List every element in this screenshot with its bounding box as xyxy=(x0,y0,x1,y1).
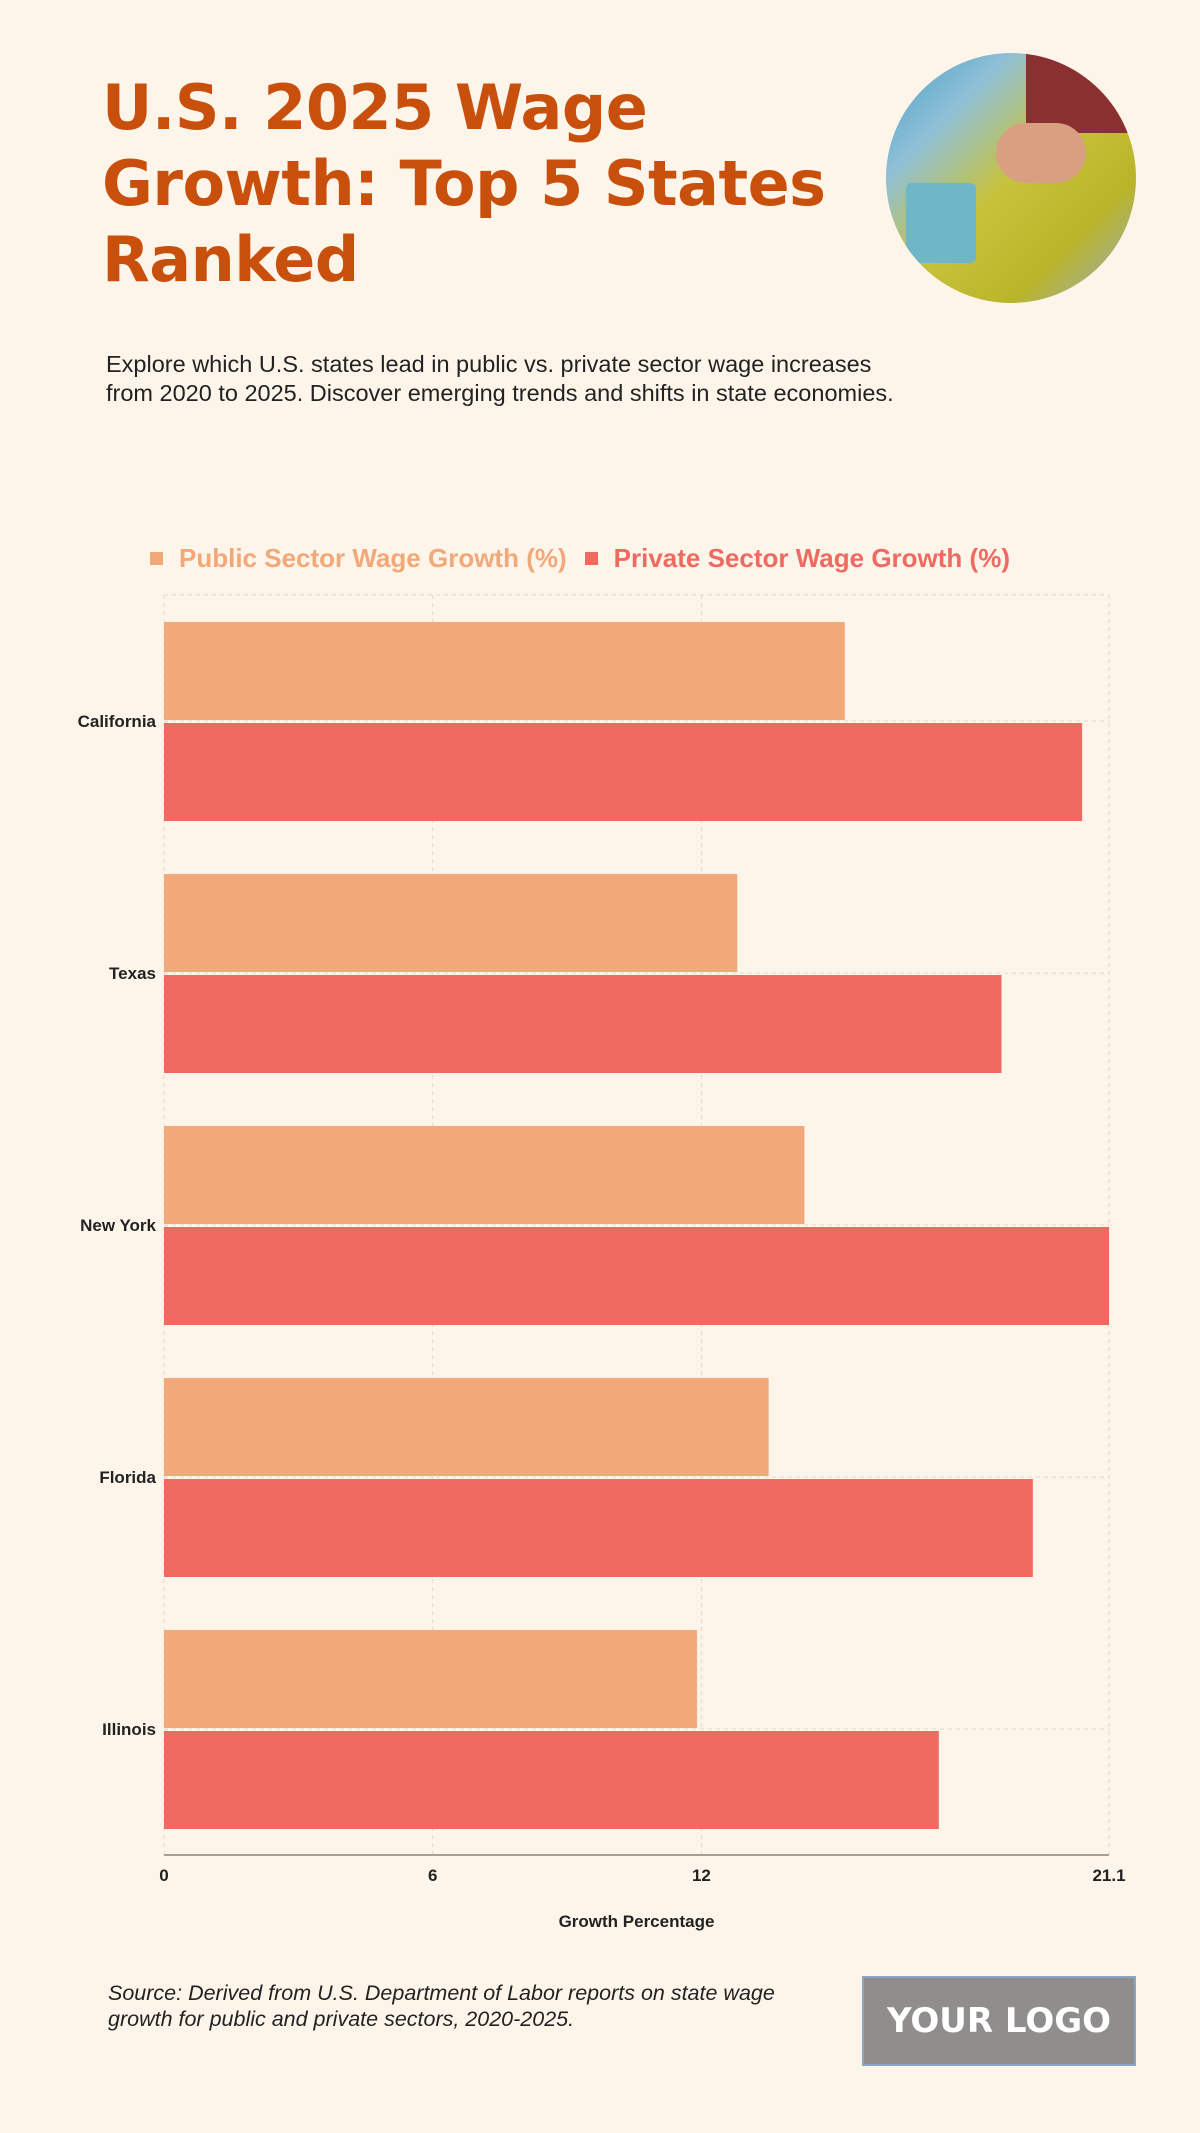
photo-basket xyxy=(906,183,976,263)
bar-private-texas xyxy=(164,975,1002,1073)
legend-label-private: Private Sector Wage Growth (%) xyxy=(613,543,1010,573)
x-tick-label: 0 xyxy=(159,1866,168,1885)
category-label: Florida xyxy=(99,1468,156,1487)
header-photo xyxy=(886,53,1136,303)
x-axis-title: Growth Percentage xyxy=(559,1912,715,1931)
legend-label-public: Public Sector Wage Growth (%) xyxy=(179,543,567,573)
chart-legend: Public Sector Wage Growth (%) Private Se… xyxy=(150,543,1028,574)
category-label: California xyxy=(78,712,157,731)
logo-placeholder: YOUR LOGO xyxy=(862,1976,1136,2066)
source-note: Source: Derived from U.S. Department of … xyxy=(108,1981,775,2031)
bar-private-florida xyxy=(164,1479,1033,1577)
bar-chart: California Texas New York Florida Illinois 0 6… xyxy=(78,594,1126,1931)
bar-private-illinois xyxy=(164,1731,939,1829)
x-tick-label: 6 xyxy=(428,1866,437,1885)
legend-swatch-private xyxy=(584,552,598,565)
bar-public-texas xyxy=(164,874,738,972)
page-subtitle: Explore which U.S. states lead in public… xyxy=(106,351,894,406)
legend-item-private: Private Sector Wage Growth (%) xyxy=(584,543,1010,574)
category-label: Illinois xyxy=(102,1720,156,1739)
photo-shirt xyxy=(1026,53,1136,133)
bar-public-florida xyxy=(164,1378,769,1476)
bar-private-new-york xyxy=(164,1227,1109,1325)
bar-public-new-york xyxy=(164,1126,805,1224)
bar-private-california xyxy=(164,723,1083,821)
x-tick-label: 21.1 xyxy=(1092,1866,1125,1885)
category-label: Texas xyxy=(109,964,156,983)
page-title: U.S. 2025 Wage Growth: Top 5 States Rank… xyxy=(102,71,826,296)
bar-public-california xyxy=(164,622,845,720)
photo-hand xyxy=(996,123,1086,183)
legend-item-public: Public Sector Wage Growth (%) xyxy=(150,543,567,574)
category-label: New York xyxy=(80,1216,156,1235)
bar-public-illinois xyxy=(164,1630,697,1728)
x-tick-label: 12 xyxy=(692,1866,711,1885)
legend-swatch-public xyxy=(150,552,163,565)
